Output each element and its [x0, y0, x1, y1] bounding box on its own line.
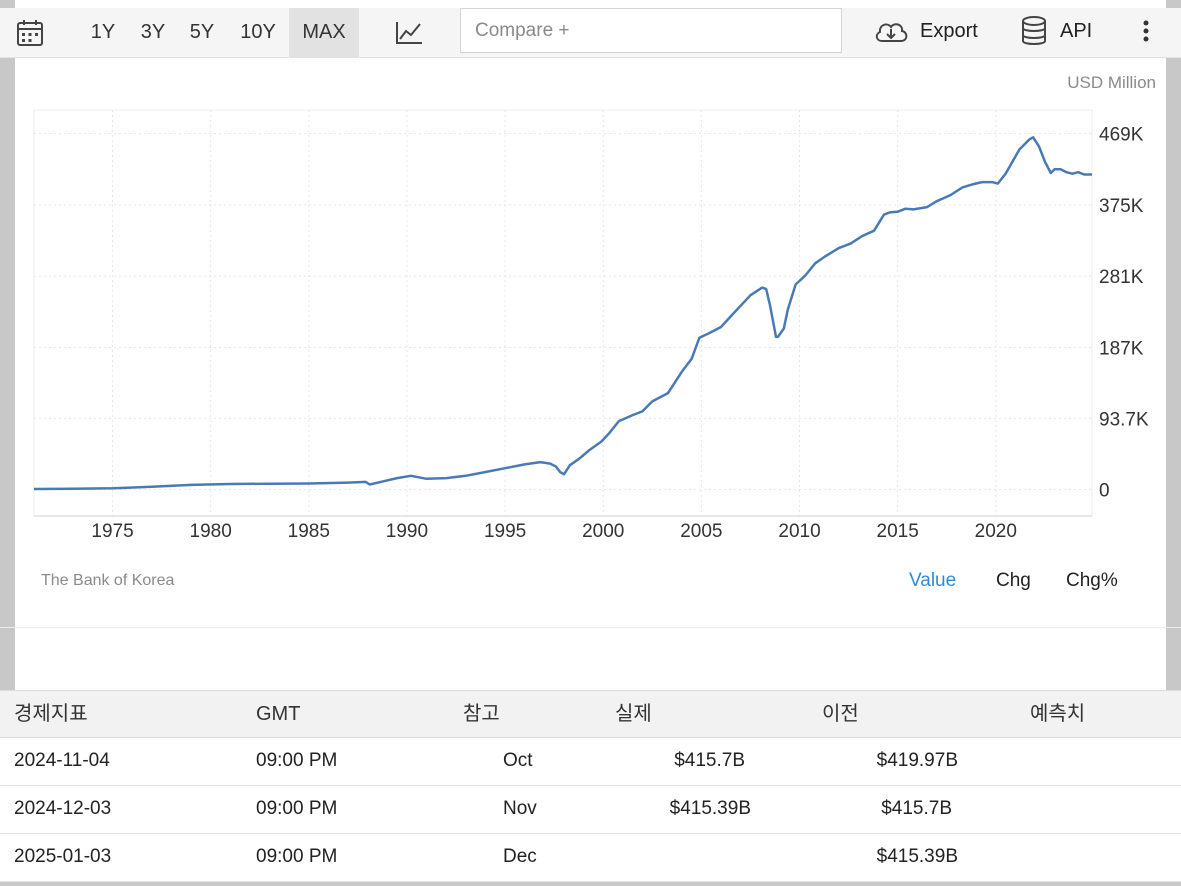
row-time: 09:00 PM — [256, 750, 338, 771]
table-row: 2024-12-03 09:00 PM Nov $415.39B $415.7B — [0, 786, 1181, 834]
x-tick-label: 1990 — [386, 521, 428, 542]
table-row: 2025-01-03 09:00 PM Dec $415.39B — [0, 834, 1181, 882]
table-header: 경제지표 GMT 참고 실제 이전 예측치 — [0, 690, 1181, 738]
plot-frame — [33, 109, 1093, 517]
row-previous: $415.7B — [881, 798, 952, 819]
table-row: 2024-11-04 09:00 PM Oct $415.7B $419.97B — [0, 738, 1181, 786]
row-reference: Oct — [503, 750, 533, 771]
row-previous: $415.39B — [876, 846, 958, 867]
x-tick-label: 2015 — [877, 521, 919, 542]
chart-tick-labels: 1975 1980 1985 1990 1995 2000 2005 2010 2015 2020… — [91, 125, 1149, 542]
x-tick-label: 2020 — [975, 521, 1017, 542]
x-tick-label: 2010 — [778, 521, 820, 542]
header-previous[interactable]: 이전 — [822, 703, 859, 725]
range-max-button[interactable]: MAX — [289, 8, 359, 58]
x-tick-label: 1975 — [91, 521, 133, 542]
calendar-icon[interactable] — [15, 18, 45, 48]
y-tick-label: 469K — [1099, 125, 1144, 146]
y-tick-label: 93.7K — [1099, 409, 1149, 430]
chart-gridlines — [33, 109, 1093, 517]
row-reference: Nov — [503, 798, 537, 819]
cloud-download-icon[interactable] — [873, 18, 909, 44]
line-chart: 1975 1980 1985 1990 1995 2000 2005 2010 2015 2020… — [33, 109, 1149, 542]
header-reference[interactable]: 참고 — [463, 703, 500, 725]
line-chart-type-icon[interactable] — [394, 20, 424, 46]
range-3y-button[interactable]: 3Y — [140, 21, 166, 43]
x-tick-label: 2005 — [680, 521, 722, 542]
row-previous: $419.97B — [876, 750, 958, 771]
row-date: 2024-11-04 — [14, 750, 110, 771]
range-1y-button[interactable]: 1Y — [90, 21, 116, 43]
row-date: 2024-12-03 — [14, 798, 112, 819]
mode-chg-tab[interactable]: Chg — [996, 570, 1031, 591]
x-tick-label: 1995 — [484, 521, 526, 542]
y-tick-label: 0 — [1099, 480, 1110, 501]
more-vertical-icon[interactable] — [1136, 18, 1156, 44]
database-icon[interactable] — [1021, 16, 1047, 46]
header-indicator[interactable]: 경제지표 — [14, 703, 88, 725]
y-tick-label: 375K — [1099, 196, 1144, 217]
row-actual: $415.7B — [674, 750, 745, 771]
y-tick-label: 281K — [1099, 267, 1144, 288]
unit-label: USD Million — [1067, 73, 1156, 92]
header-actual[interactable]: 실제 — [615, 703, 652, 725]
chart-series — [33, 136, 1092, 491]
range-10y-button[interactable]: 10Y — [240, 21, 276, 43]
export-button[interactable]: Export — [920, 20, 978, 42]
header-forecast[interactable]: 예측치 — [1030, 703, 1086, 725]
x-tick-label: 2000 — [582, 521, 624, 542]
api-button[interactable]: API — [1060, 20, 1093, 42]
mode-value-tab[interactable]: Value — [909, 570, 957, 591]
mode-chg-pct-tab[interactable]: Chg% — [1066, 570, 1118, 591]
compare-input[interactable]: Compare + — [460, 8, 842, 53]
row-date: 2025-01-03 — [14, 846, 112, 867]
row-time: 09:00 PM — [256, 798, 338, 819]
range-5y-button[interactable]: 5Y — [189, 21, 215, 43]
calendar-table: 경제지표 GMT 참고 실제 이전 예측치 2024-11-04 09:00 P… — [0, 690, 1181, 882]
series-line-reserves — [33, 136, 1092, 491]
header-gmt[interactable]: GMT — [256, 703, 301, 725]
row-time: 09:00 PM — [256, 846, 338, 867]
data-source-label: The Bank of Korea — [41, 572, 175, 589]
y-tick-label: 187K — [1099, 339, 1144, 360]
row-reference: Dec — [503, 846, 537, 867]
chart-toolbar: 1Y 3Y 5Y 10Y MAX Compare + Export API — [0, 8, 1181, 58]
x-tick-label: 1980 — [190, 521, 232, 542]
x-tick-label: 1985 — [288, 521, 330, 542]
section-divider — [0, 627, 1181, 628]
row-actual: $415.39B — [669, 798, 751, 819]
